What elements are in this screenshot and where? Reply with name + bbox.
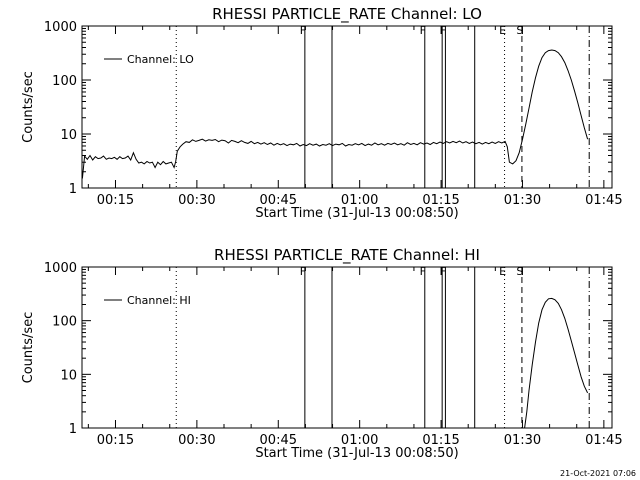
series-line: [524, 297, 589, 429]
y-tick-label: 10: [60, 368, 77, 383]
x-tick-label: 01:30: [504, 193, 541, 208]
series-line: [81, 49, 589, 179]
event-marker-label: S: [516, 24, 523, 37]
chart-title: RHESSI PARTICLE_RATE Channel: LO: [212, 5, 482, 24]
x-tick-label: 01:15: [422, 433, 459, 448]
x-tick-label: 01:45: [585, 433, 622, 448]
x-tick-label: 00:15: [97, 433, 134, 448]
x-tick-label: 01:30: [504, 433, 541, 448]
event-marker-label: F: [420, 265, 426, 278]
y-tick-label: 1000: [44, 20, 77, 35]
hi-channel-panel: RHESSI PARTICLE_RATE Channel: HI Counts/s…: [21, 246, 623, 461]
event-marker-label: E: [499, 265, 506, 278]
x-tick-label: 00:45: [260, 193, 297, 208]
footer-timestamp: 21-Oct-2021 07:06: [560, 469, 636, 478]
y-tick-label: 1: [69, 182, 77, 197]
event-marker-label: F: [420, 24, 426, 37]
x-tick-label: 01:45: [585, 193, 622, 208]
event-marker-label: F: [300, 265, 306, 278]
x-tick-label: 00:30: [178, 433, 215, 448]
legend-label: Channel: HI: [127, 294, 191, 307]
x-tick-label: 01:15: [422, 193, 459, 208]
event-marker-label: F: [440, 265, 446, 278]
x-tick-label: 00:45: [260, 433, 297, 448]
x-tick-label: 00:15: [97, 193, 134, 208]
lo-channel-panel: RHESSI PARTICLE_RATE Channel: LO Counts/s…: [21, 5, 623, 221]
chart-title: RHESSI PARTICLE_RATE Channel: HI: [214, 246, 480, 265]
y-axis-label: Counts/sec: [21, 312, 36, 384]
x-tick-label: 01:00: [341, 433, 378, 448]
y-tick-label: 1: [69, 422, 77, 437]
event-marker-label: E: [499, 24, 506, 37]
x-axis-label: Start Time (31-Jul-13 00:08:50): [255, 206, 458, 221]
y-tick-label: 100: [52, 74, 77, 89]
y-tick-label: 100: [52, 315, 77, 330]
y-axis-label: Counts/sec: [21, 71, 36, 143]
y-tick-label: 10: [60, 128, 77, 143]
y-tick-label: 1000: [44, 261, 77, 276]
legend-label: Channel: LO: [127, 53, 194, 66]
plot-frame: [81, 25, 613, 189]
x-tick-label: 01:00: [341, 193, 378, 208]
x-axis-label: Start Time (31-Jul-13 00:08:50): [255, 446, 458, 461]
event-marker-label: S: [516, 265, 523, 278]
event-marker-label: F: [440, 24, 446, 37]
plot-frame: [81, 266, 613, 429]
event-marker-label: F: [300, 24, 306, 37]
x-tick-label: 00:30: [178, 193, 215, 208]
